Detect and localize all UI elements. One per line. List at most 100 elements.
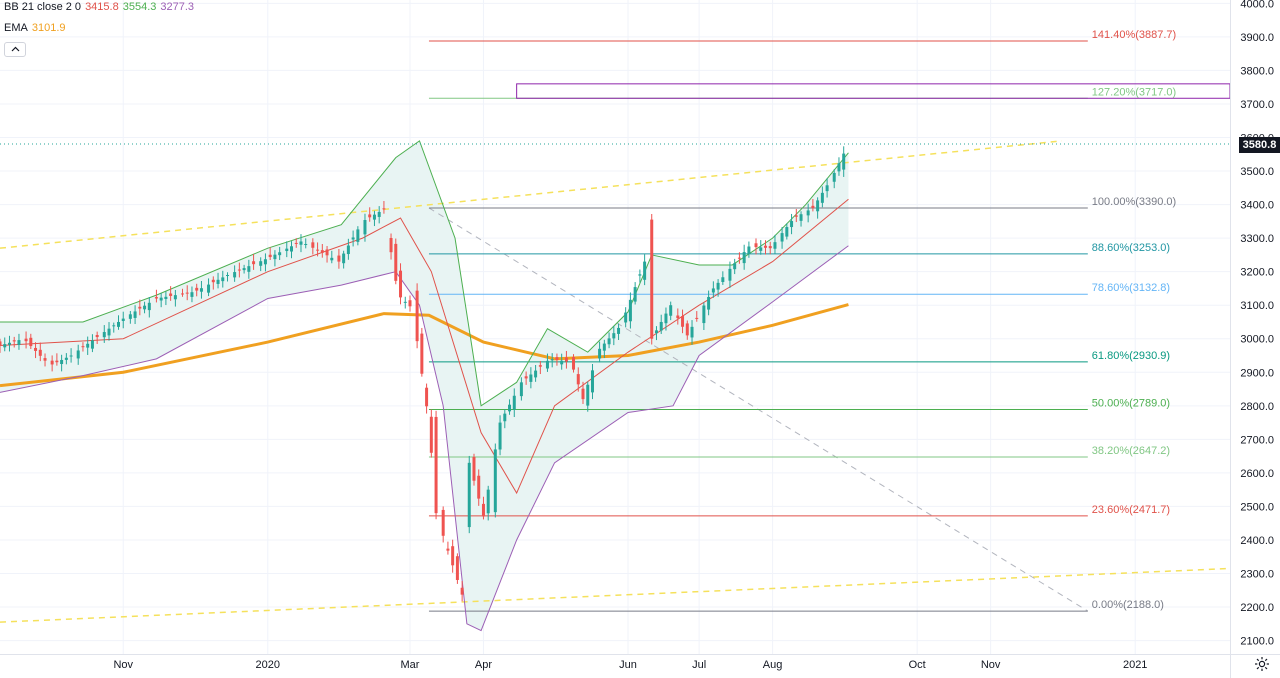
candle-body [12, 340, 16, 342]
x-tick-label: 2020 [256, 659, 280, 671]
candle-body [24, 338, 28, 342]
candle-body [185, 292, 189, 294]
x-tick-label: Apr [475, 659, 492, 671]
candle-body [773, 242, 777, 249]
candle-body [564, 357, 568, 362]
last-price-label: 3580.8 [1239, 137, 1280, 153]
candle-body [607, 338, 611, 345]
candle-body [199, 288, 203, 292]
candle-body [64, 357, 68, 360]
trendline-0 [0, 140, 1062, 249]
gear-icon[interactable] [1254, 656, 1270, 672]
candle-body [512, 395, 516, 410]
fib-level-label: 50.00%(2789.0) [1092, 398, 1170, 410]
candle-body [472, 456, 476, 481]
candle-body [498, 422, 502, 450]
candle-body [69, 355, 73, 357]
candle-body [429, 416, 433, 453]
y-tick-label: 2700.0 [1240, 434, 1274, 446]
candle-body [143, 305, 147, 310]
chevron-up-icon [11, 46, 20, 52]
candle-body [195, 287, 199, 291]
candle-body [190, 292, 194, 297]
x-tick-label: Jul [692, 659, 706, 671]
fib-level-label: 61.80%(2930.9) [1092, 350, 1170, 362]
candle-body [728, 268, 732, 281]
candle-body [299, 241, 303, 245]
candle-body [825, 185, 829, 192]
candle-body [415, 290, 419, 342]
bb-basis-line [0, 198, 849, 495]
y-tick-label: 2600.0 [1240, 468, 1274, 480]
candle-body [446, 548, 450, 551]
candle-body [586, 384, 590, 406]
candle-body [180, 293, 184, 295]
candle-body [550, 359, 554, 361]
candle-body [503, 413, 507, 422]
fib-level-label: 88.60%(3253.0) [1092, 242, 1170, 254]
candle-body [529, 374, 533, 382]
candle-body [790, 221, 794, 228]
candle-body [420, 333, 424, 374]
candle-body [304, 243, 308, 245]
candle-body [628, 299, 632, 322]
y-tick-label: 2400.0 [1240, 535, 1274, 547]
candle-body [555, 357, 559, 360]
candle-body [747, 246, 751, 254]
candle-body [0, 341, 2, 346]
bb-legend: BB 21 close 2 0 3415.8 3554.3 3277.3 [4, 0, 198, 14]
candle-body [524, 376, 528, 379]
candle-body [612, 333, 616, 339]
collapse-legend-button[interactable] [4, 42, 26, 57]
candle-body [519, 382, 523, 397]
y-tick-label: 3700.0 [1240, 99, 1274, 111]
y-tick-label: 2100.0 [1240, 636, 1274, 648]
candle-body [363, 220, 367, 235]
candle-body [477, 475, 481, 499]
bb-band-fill [0, 140, 849, 631]
y-tick-label: 3800.0 [1240, 65, 1274, 77]
candle-body [55, 360, 59, 363]
candle-body [268, 254, 272, 258]
fib-level-label: 127.20%(3717.0) [1092, 86, 1176, 98]
candle-body [207, 284, 211, 293]
y-tick-label: 3400.0 [1240, 200, 1274, 212]
candle-body [581, 388, 585, 400]
candle-body [451, 546, 455, 566]
candle-body [3, 344, 7, 348]
candle-body [837, 163, 841, 172]
candle-body [676, 315, 680, 319]
candle-body [441, 509, 445, 536]
y-tick-label: 4000.0 [1240, 0, 1274, 10]
candle-body [467, 462, 471, 528]
y-tick-label: 2200.0 [1240, 602, 1274, 614]
candle-body [425, 387, 429, 407]
candle-body [273, 254, 277, 260]
bb-legend-lower: 3277.3 [160, 1, 195, 13]
candle-body [76, 350, 80, 359]
candle-body [342, 253, 346, 264]
candle-body [247, 266, 251, 272]
candle-body [216, 279, 220, 284]
candle-body [95, 334, 99, 338]
candle-body [590, 370, 594, 393]
candle-body [112, 325, 116, 327]
y-tick-label: 2300.0 [1240, 569, 1274, 581]
candle-body [242, 268, 246, 271]
candle-body [346, 245, 350, 255]
candle-body [263, 259, 267, 265]
candle-body [237, 269, 241, 271]
bb-upper-line [0, 140, 849, 407]
candle-body [685, 323, 689, 336]
candle-body [716, 282, 720, 290]
candle-body [50, 360, 54, 365]
candle-body [545, 360, 549, 369]
candle-body [733, 263, 737, 270]
x-tick-label: Mar [401, 659, 420, 671]
candle-body [617, 327, 621, 334]
candle-body [695, 317, 699, 319]
candle-body [598, 348, 602, 359]
x-tick-label: Jun [619, 659, 637, 671]
candle-body [221, 277, 225, 282]
